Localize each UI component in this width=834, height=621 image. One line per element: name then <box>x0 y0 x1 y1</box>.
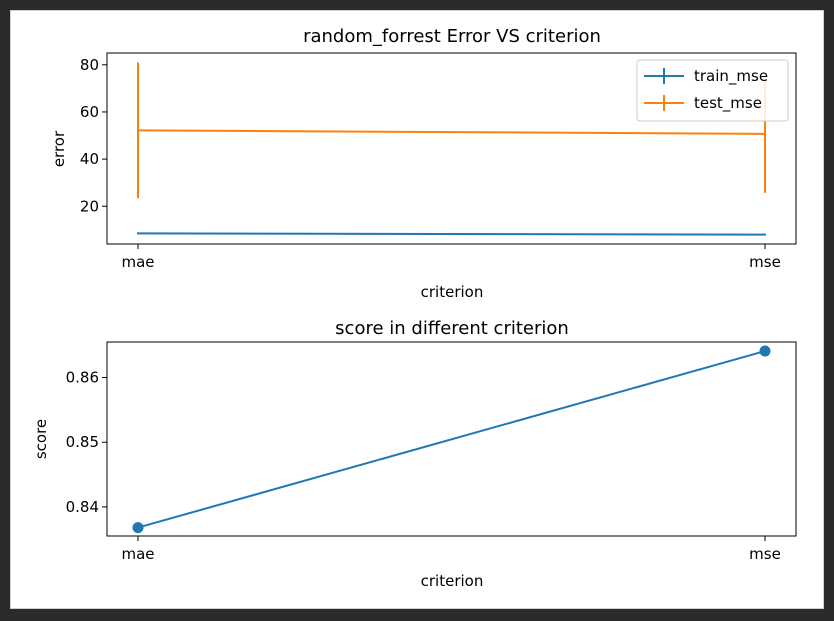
legend-test-label: test_mse <box>694 94 762 113</box>
figure: random_forrest Error VS criterion 20 40 60… <box>10 10 824 609</box>
y-tick-label: 80 <box>80 56 99 74</box>
series-line-1 <box>137 129 766 135</box>
x-tick-label: mae <box>121 253 154 271</box>
series-line-0 <box>137 350 766 529</box>
chart2-y-ticks: 0.84 0.85 0.86 <box>66 369 107 516</box>
x-tick-label: mae <box>121 545 154 563</box>
data-point <box>759 345 771 357</box>
chart2-title: score in different criterion <box>335 318 569 339</box>
legend-train-label: train_mse <box>694 67 768 86</box>
data-point <box>132 522 144 534</box>
chart2-y-label: score <box>32 419 50 459</box>
x-tick-label: mse <box>749 253 781 271</box>
y-tick-label: 0.84 <box>66 498 99 516</box>
x-tick-label: mse <box>749 545 781 563</box>
chart1-axes-frame <box>106 52 797 245</box>
chart1-y-label: error <box>50 130 68 167</box>
chart1-legend: train_mse test_mse <box>636 59 789 122</box>
y-tick-label: 0.85 <box>66 433 99 451</box>
score-chart: score in different criterion 0.840.850.8… <box>32 318 797 590</box>
chart1-x-ticks: mae mse <box>121 244 781 271</box>
chart1-title: random_forrest Error VS criterion <box>303 26 601 47</box>
chart2-axes-frame <box>106 341 797 537</box>
chart1-y-ticks: 20 40 60 80 <box>80 56 107 215</box>
y-tick-label: 0.86 <box>66 369 99 387</box>
chart2-x-label: criterion <box>421 572 484 590</box>
chart1-x-label: criterion <box>421 283 484 301</box>
y-tick-label: 60 <box>80 103 99 121</box>
series-line-0 <box>137 232 766 236</box>
chart2-series <box>132 345 771 534</box>
y-tick-label: 40 <box>80 150 99 168</box>
y-tick-label: 20 <box>80 197 99 215</box>
error-chart: random_forrest Error VS criterion 20 40 60… <box>50 26 797 301</box>
chart-svg: random_forrest Error VS criterion 20 40 60… <box>32 26 797 590</box>
chart2-x-ticks: mae mse <box>121 536 781 563</box>
